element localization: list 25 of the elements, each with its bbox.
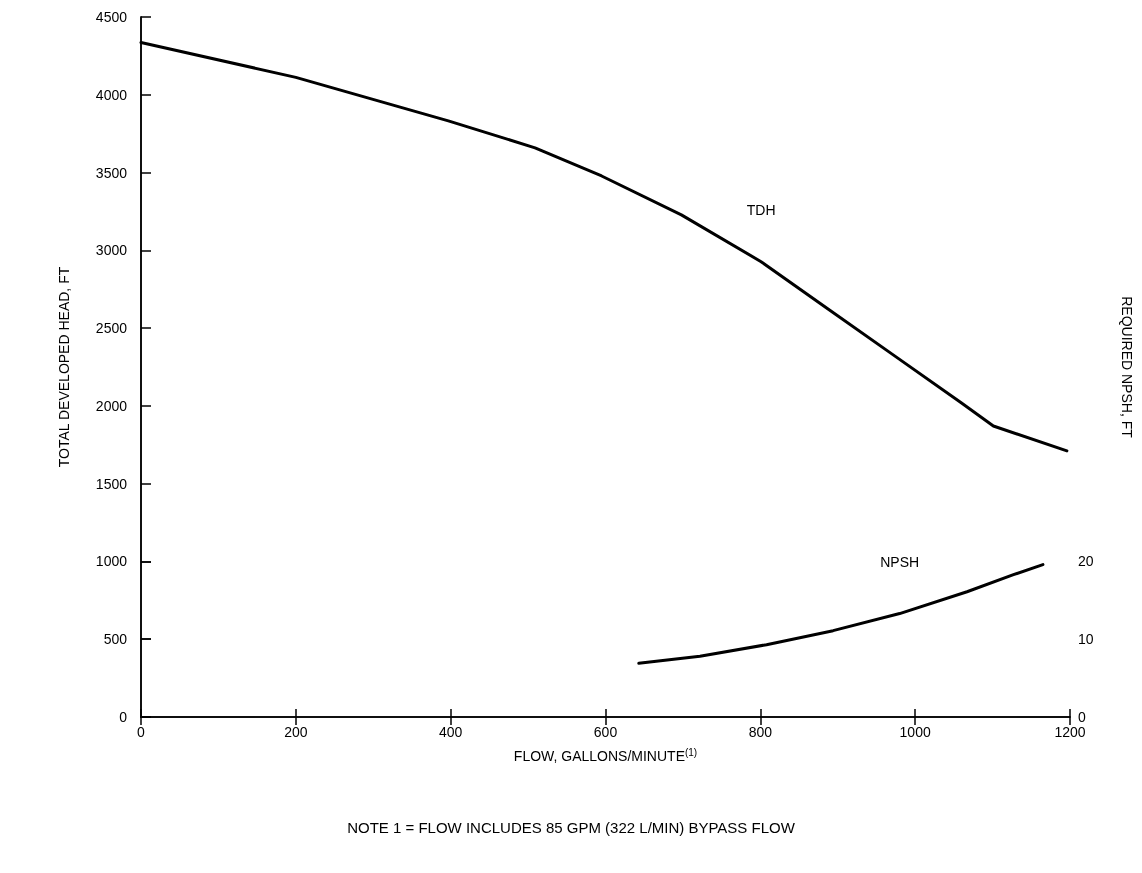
y-tick-label: 2000 xyxy=(95,397,128,414)
y-tick-label: 2500 xyxy=(95,320,128,337)
y-tick-label: 4000 xyxy=(95,86,128,103)
y-tick-label: 1000 xyxy=(95,553,128,570)
y-axis-title: TOTAL DEVELOPED HEAD, FT xyxy=(56,266,72,468)
x-tick-label: 1000 xyxy=(899,724,931,740)
text: NPSH xyxy=(880,553,920,570)
x-tick-label: 0 xyxy=(137,724,146,740)
y-tick-label: 4500 xyxy=(95,9,128,25)
x-tick-label: 600 xyxy=(593,724,618,740)
y-tick-label: 500 xyxy=(103,631,128,648)
x-tick-label: 800 xyxy=(748,724,773,740)
y-tick-label: 3500 xyxy=(95,164,128,181)
y-tick-label: 3000 xyxy=(95,242,128,259)
y2-tick-label: 0 xyxy=(1078,709,1086,725)
y2-axis-title: REQUIRED NPSH, FT xyxy=(1119,296,1135,439)
x-tick-label: 400 xyxy=(438,724,463,740)
y-tick-label: 1500 xyxy=(95,475,128,492)
y2-tick-label: 10 xyxy=(1078,631,1094,648)
x-tick-label: 200 xyxy=(284,724,308,740)
text: TDH xyxy=(746,201,776,218)
y2-tick-label: 20 xyxy=(1078,553,1094,570)
y-tick-label: 0 xyxy=(119,709,128,725)
text: NOTE 1 = FLOW INCLUDES 85 GPM (322 L/MIN) BYPASS FLOW xyxy=(347,819,796,836)
x-tick-label: 1200 xyxy=(1054,724,1086,740)
